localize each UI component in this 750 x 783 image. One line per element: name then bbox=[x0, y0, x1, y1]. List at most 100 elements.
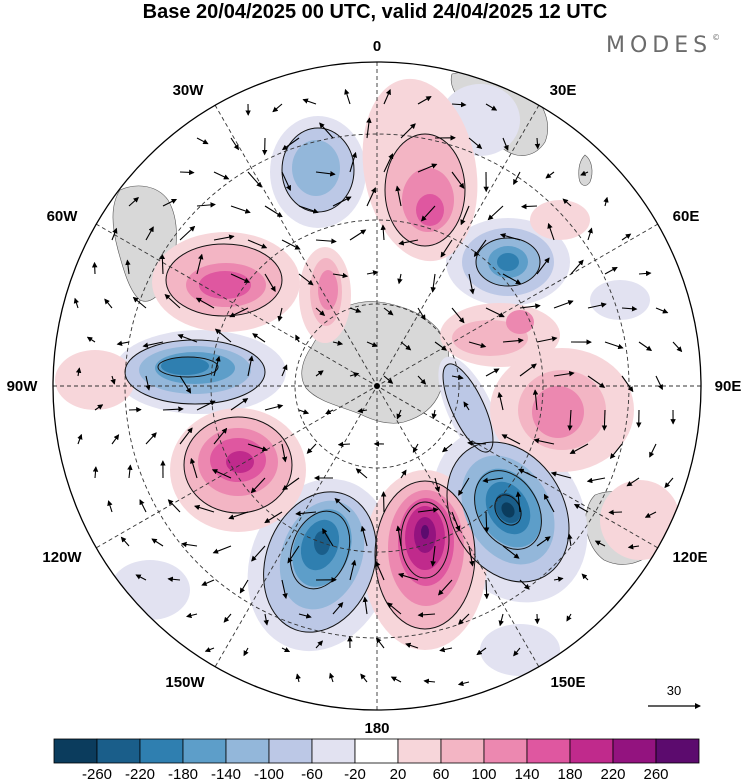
wind-vector-arrow bbox=[332, 196, 352, 207]
wind-vector-arrow bbox=[468, 545, 475, 567]
wind-vector-arrow bbox=[366, 270, 379, 276]
wind-vector-arrow bbox=[128, 196, 139, 207]
colorbar-swatch bbox=[354, 738, 399, 764]
wind-vector-arrow bbox=[638, 341, 653, 352]
wind-vector-arrow bbox=[94, 404, 104, 411]
wind-vector-arrow bbox=[228, 511, 249, 520]
wind-vector-arrow bbox=[281, 364, 288, 377]
wind-vector-arrow bbox=[247, 239, 268, 249]
wind-vector-arrow bbox=[451, 511, 461, 532]
lon-label-150e: 150E bbox=[550, 674, 585, 691]
wind-vector-arrow bbox=[451, 101, 467, 108]
wind-vector-arrow bbox=[230, 398, 249, 411]
colorbar-swatch bbox=[655, 738, 700, 764]
wind-vector-arrow bbox=[485, 307, 505, 318]
wind-vector-arrow bbox=[594, 540, 606, 547]
wind-vector-arrow bbox=[562, 198, 572, 207]
wind-vector-arrow bbox=[107, 500, 113, 513]
wind-vector-arrow bbox=[536, 257, 550, 275]
colorbar-tick-label: 220 bbox=[600, 766, 625, 783]
wind-vector-arrow bbox=[608, 509, 623, 516]
wind-vector-arrow bbox=[230, 273, 251, 283]
wind-vector-arrow bbox=[111, 434, 120, 445]
wind-vector-arrow bbox=[567, 409, 573, 431]
chart-title: Base 20/04/2025 00 UTC, valid 24/04/2025… bbox=[142, 1, 608, 23]
lon-label-180: 180 bbox=[364, 720, 389, 737]
contour-lines bbox=[124, 127, 570, 633]
wind-vector-arrow bbox=[621, 233, 632, 241]
wind-vector-arrow bbox=[120, 536, 130, 547]
wind-vector-arrow bbox=[483, 579, 490, 600]
colorbar-swatch bbox=[311, 738, 356, 764]
wind-vector-arrow bbox=[519, 303, 541, 309]
wind-vector-arrow bbox=[86, 336, 96, 343]
colorbar-tick-label: -60 bbox=[301, 766, 323, 783]
wind-vector-arrow bbox=[463, 401, 470, 411]
wind-vector-arrow bbox=[485, 103, 498, 111]
wind-vector-arrow bbox=[649, 443, 657, 458]
wind-vector-arrow bbox=[264, 511, 283, 524]
wind-vector-arrow bbox=[460, 205, 470, 226]
wind-vector-arrow bbox=[498, 613, 504, 627]
wind-vector-arrow bbox=[360, 673, 368, 683]
wind-vector-arrow bbox=[457, 680, 470, 687]
wind-vector-arrow bbox=[344, 88, 351, 105]
wind-vector-arrow bbox=[430, 545, 436, 567]
wind-vector-arrow bbox=[398, 572, 419, 581]
wind-vector-arrow bbox=[412, 443, 419, 453]
colorbar: -260 -220 -180 -140 -100 -60 -20 20 60 100 140 180 2… bbox=[53, 738, 700, 783]
wind-vector-arrow bbox=[332, 272, 349, 279]
wind-vector-arrow bbox=[252, 333, 266, 343]
wind-vector-arrow bbox=[434, 341, 448, 351]
wind-vector-arrow bbox=[337, 441, 351, 448]
colorbar-tick-label: -260 bbox=[82, 766, 112, 783]
wind-vector-arrow bbox=[473, 239, 487, 258]
wind-vector-arrow bbox=[513, 647, 521, 657]
wind-vector-arrow bbox=[164, 293, 181, 309]
wind-vector-arrow bbox=[195, 297, 215, 309]
wind-vector-arrow bbox=[580, 170, 589, 176]
wind-vector-arrow bbox=[91, 261, 98, 275]
wind-vector-arrow bbox=[239, 579, 249, 594]
wind-vector-arrow bbox=[375, 637, 385, 649]
wind-vector-arrow bbox=[263, 613, 269, 626]
wind-vector-arrow bbox=[230, 205, 251, 214]
lon-label-150w: 150W bbox=[165, 674, 205, 691]
wind-vector-arrow bbox=[243, 647, 249, 657]
wind-vector-arrow bbox=[569, 443, 589, 454]
wind-vector-arrow bbox=[302, 98, 317, 105]
colorbar-swatch bbox=[225, 738, 270, 764]
wind-vector-arrow bbox=[487, 205, 504, 221]
wind-vector-arrow bbox=[627, 544, 640, 550]
colorbar-swatch bbox=[139, 738, 184, 764]
wind-vector-arrow bbox=[534, 137, 541, 150]
wind-vector-arrow bbox=[177, 334, 198, 343]
wind-vector-arrow bbox=[366, 187, 376, 207]
wind-vector-arrow bbox=[519, 579, 530, 590]
wind-vector-arrow bbox=[181, 541, 198, 548]
wind-vector-arrow bbox=[287, 545, 300, 564]
wind-vector-arrow bbox=[110, 375, 116, 385]
wind-vector-arrow bbox=[213, 355, 221, 377]
wind-vector-arrow bbox=[395, 525, 402, 547]
wind-vector-arrow bbox=[116, 340, 130, 347]
wind-vector-arrow bbox=[417, 507, 439, 513]
wind-vector-arrow bbox=[247, 171, 262, 188]
modes-logo: MODES© bbox=[606, 33, 720, 58]
wind-vector-arrow bbox=[547, 222, 555, 241]
wind-vector-arrow bbox=[570, 259, 584, 275]
wind-vector-arrow bbox=[349, 559, 357, 581]
wind-vector-arrow bbox=[179, 169, 195, 176]
wind-vector-arrow bbox=[334, 497, 351, 513]
wind-vector-arrow bbox=[482, 477, 504, 484]
lon-label-120w: 120W bbox=[42, 549, 82, 566]
wind-vector-arrow bbox=[281, 137, 300, 151]
wind-vector-arrow bbox=[325, 409, 334, 415]
wind-vector-arrow bbox=[573, 503, 589, 513]
wind-vector-arrow bbox=[211, 469, 232, 479]
wind-vector-arrow bbox=[264, 273, 276, 292]
wind-vector-arrow bbox=[223, 613, 232, 623]
wind-vector-arrow bbox=[502, 337, 524, 344]
wind-vector-arrow bbox=[476, 647, 487, 656]
wind-vector-arrow bbox=[319, 122, 334, 139]
